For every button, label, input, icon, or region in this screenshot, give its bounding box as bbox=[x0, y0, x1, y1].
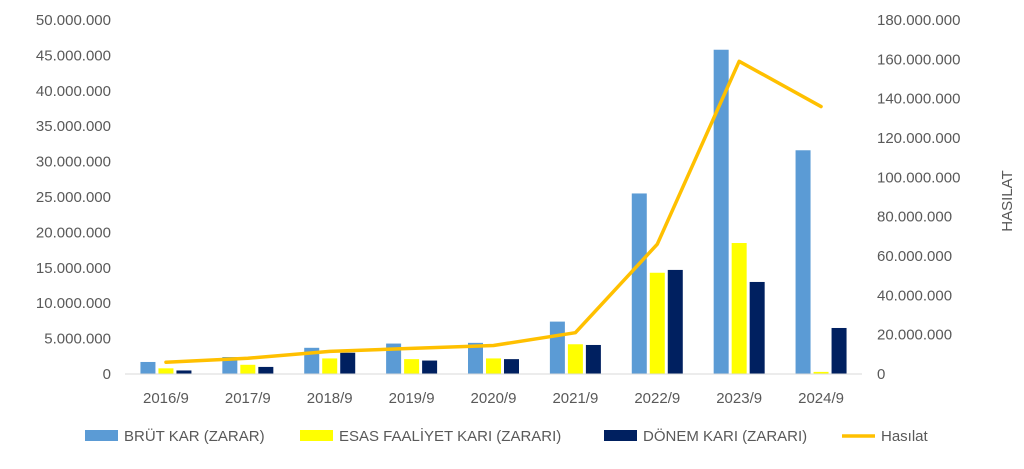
right-axis-title: HASILAT bbox=[999, 170, 1016, 231]
right-tick-label: 180.000.000 bbox=[877, 12, 960, 29]
bar bbox=[795, 150, 811, 374]
bar bbox=[158, 368, 174, 374]
line-series bbox=[164, 59, 823, 364]
x-tick-label: 2016/9 bbox=[143, 390, 189, 407]
x-tick-label: 2023/9 bbox=[716, 390, 762, 407]
x-tick-label: 2019/9 bbox=[389, 390, 435, 407]
bar bbox=[549, 321, 565, 374]
bar bbox=[731, 243, 747, 374]
bar bbox=[258, 366, 274, 374]
left-tick-label: 30.000.000 bbox=[36, 154, 111, 171]
bar bbox=[631, 193, 647, 374]
bar bbox=[322, 358, 338, 374]
hasilat-line bbox=[164, 59, 823, 364]
bar bbox=[713, 49, 729, 375]
left-axis-ticks: 0 5.000.000 10.000.000 15.000.000 20.000.000… bbox=[36, 12, 111, 383]
left-tick-label: 25.000.000 bbox=[36, 189, 111, 206]
left-tick-label: 20.000.000 bbox=[36, 224, 111, 241]
x-tick-label: 2024/9 bbox=[798, 390, 844, 407]
right-tick-label: 120.000.000 bbox=[877, 130, 960, 147]
left-tick-label: 35.000.000 bbox=[36, 118, 111, 135]
bar bbox=[486, 358, 501, 374]
x-tick-label: 2021/9 bbox=[552, 390, 598, 407]
bar bbox=[340, 352, 356, 374]
legend: BRÜT KAR (ZARAR) ESAS FAALİYET KARI (ZARA… bbox=[85, 427, 929, 445]
right-tick-label: 140.000.000 bbox=[877, 91, 960, 108]
right-tick-label: 80.000.000 bbox=[877, 209, 952, 226]
bar bbox=[813, 371, 829, 374]
left-tick-label: 15.000.000 bbox=[36, 260, 111, 277]
legend-label: BRÜT KAR (ZARAR) bbox=[124, 427, 265, 445]
bar bbox=[504, 359, 519, 374]
x-tick-label: 2017/9 bbox=[225, 390, 271, 407]
x-axis-ticks: 2016/9 2017/9 2018/9 2019/9 2020/9 2021/9 2022… bbox=[143, 390, 844, 407]
left-tick-label: 0 bbox=[103, 366, 111, 383]
bar bbox=[240, 364, 256, 374]
left-tick-label: 40.000.000 bbox=[36, 83, 111, 100]
bar-series bbox=[140, 49, 847, 375]
legend-swatch bbox=[85, 430, 118, 441]
right-axis-ticks: 0 20.000.000 40.000.000 60.000.000 80.000.00… bbox=[877, 12, 960, 383]
legend-label: Hasılat bbox=[881, 428, 929, 445]
bar bbox=[749, 281, 765, 374]
legend-label: ESAS FAALİYET KARI (ZARARI) bbox=[339, 427, 561, 445]
left-tick-label: 50.000.000 bbox=[36, 12, 111, 29]
bar bbox=[422, 360, 438, 374]
bar bbox=[585, 344, 601, 374]
right-tick-label: 160.000.000 bbox=[877, 51, 960, 68]
x-tick-label: 2022/9 bbox=[634, 390, 680, 407]
x-tick-label: 2020/9 bbox=[471, 390, 517, 407]
bar bbox=[404, 359, 420, 374]
bar bbox=[831, 327, 847, 374]
right-tick-label: 20.000.000 bbox=[877, 327, 952, 344]
right-tick-label: 0 bbox=[877, 366, 885, 383]
bar bbox=[667, 269, 683, 374]
legend-swatch bbox=[604, 430, 637, 441]
left-tick-label: 10.000.000 bbox=[36, 295, 111, 312]
legend-swatch bbox=[300, 430, 333, 441]
bar bbox=[649, 272, 665, 374]
legend-label: DÖNEM KARI (ZARARI) bbox=[643, 427, 807, 445]
left-tick-label: 5.000.000 bbox=[44, 331, 111, 348]
left-tick-label: 45.000.000 bbox=[36, 47, 111, 64]
bar bbox=[222, 357, 238, 374]
bar bbox=[176, 370, 192, 374]
right-tick-label: 100.000.000 bbox=[877, 169, 960, 186]
bar bbox=[468, 342, 483, 374]
right-tick-label: 60.000.000 bbox=[877, 248, 952, 265]
bar bbox=[386, 343, 402, 374]
bar bbox=[567, 344, 583, 374]
bar bbox=[140, 361, 156, 374]
right-tick-label: 40.000.000 bbox=[877, 287, 952, 304]
x-tick-label: 2018/9 bbox=[307, 390, 353, 407]
